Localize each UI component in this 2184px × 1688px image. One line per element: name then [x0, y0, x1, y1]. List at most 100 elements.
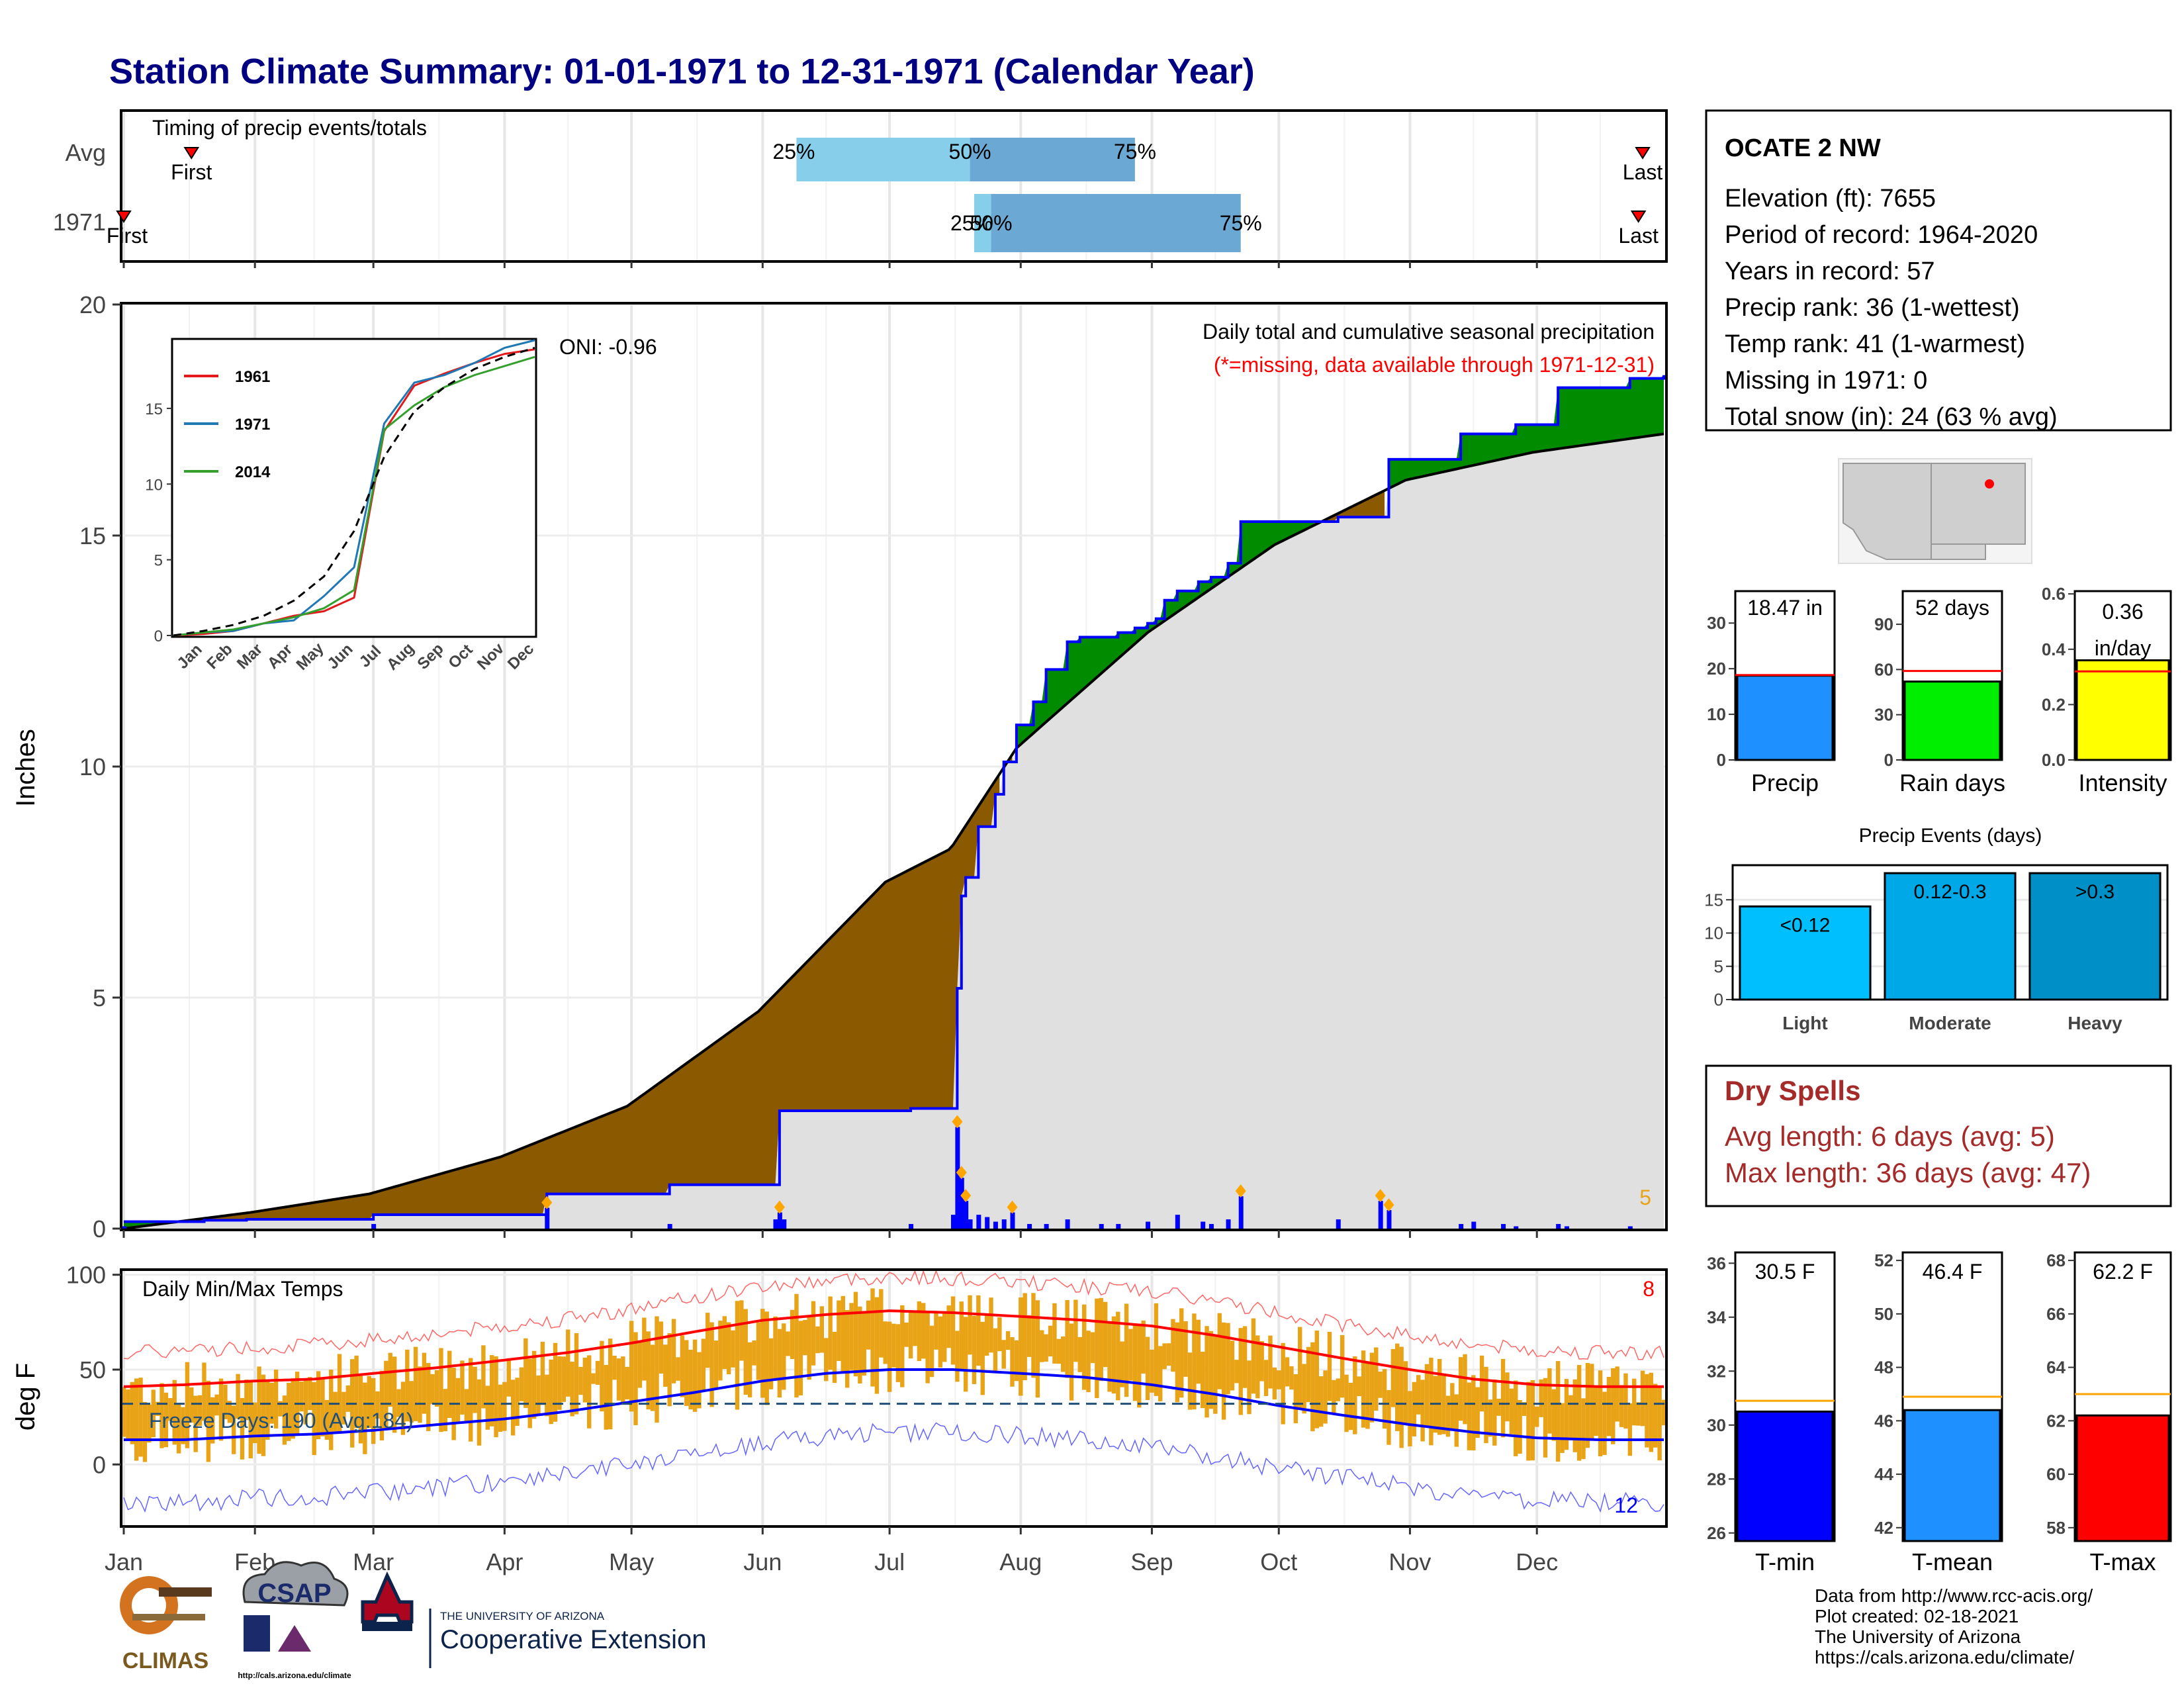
daily-temp-bar: [1103, 1301, 1108, 1368]
daily-temp-bar: [1403, 1361, 1408, 1424]
month-label-oct: Oct: [1260, 1548, 1297, 1575]
daily-temp-bar: [515, 1378, 520, 1427]
event-category-label: Light: [1782, 1013, 1827, 1033]
daily-temp-bar: [1095, 1298, 1099, 1399]
daily-temp-bar: [392, 1356, 397, 1433]
daily-temp-bar: [616, 1358, 621, 1401]
daily-temp-bar: [1065, 1299, 1069, 1378]
daily-precip-bar: [1208, 1224, 1214, 1229]
daily-temp-bar: [803, 1320, 807, 1356]
month-label-jan: Jan: [105, 1548, 143, 1575]
daily-temp-bar: [722, 1316, 727, 1370]
y-tick-label: 20: [79, 291, 106, 318]
daily-temp-bar: [418, 1366, 422, 1423]
daily-temp-bar: [1019, 1297, 1023, 1396]
summary-value-unit: in/day: [2095, 636, 2151, 660]
daily-temp-bar: [549, 1359, 553, 1425]
daily-temp-bar: [777, 1329, 782, 1398]
daily-temp-bar: [794, 1293, 799, 1398]
daily-temp-bar: [798, 1321, 803, 1396]
daily-temp-bar: [1107, 1321, 1112, 1392]
daily-temp-bar: [1217, 1313, 1222, 1389]
daily-temp-bar: [718, 1321, 723, 1381]
daily-temp-bar: [1543, 1378, 1548, 1458]
daily-temp-bar: [752, 1340, 756, 1366]
daily-temp-bar: [676, 1357, 680, 1381]
y-tick-label: 0.4: [2042, 639, 2066, 659]
daily-temp-bar: [815, 1326, 820, 1354]
daily-temp-bar: [1445, 1395, 1451, 1437]
y-tick-label: 15: [79, 522, 106, 549]
daily-temp-bar: [1353, 1356, 1357, 1434]
daily-temp-bar: [570, 1362, 574, 1417]
daily-temp-bar: [1048, 1325, 1053, 1357]
legend-label-2014: 2014: [235, 463, 271, 481]
station-info-line: Period of record: 1964-2020: [1725, 221, 2038, 249]
heavy-precip-marker: [1007, 1200, 1018, 1214]
daily-temp-bar: [600, 1340, 604, 1412]
daily-temp-bar: [363, 1382, 367, 1454]
daily-temp-bar: [1318, 1376, 1324, 1427]
daily-temp-bar: [1277, 1370, 1281, 1389]
y-tick-label: 26: [1707, 1523, 1726, 1543]
y-tick-label: 66: [2046, 1304, 2066, 1324]
dry-spells-max: Max length: 36 days (avg: 47): [1725, 1157, 2091, 1188]
temp-bar-t-min: [1736, 1410, 1834, 1542]
daily-precip-bar: [1001, 1219, 1007, 1229]
heavy-precip-marker: [774, 1200, 785, 1214]
daily-temp-bar: [713, 1340, 719, 1390]
locator-map: [1838, 458, 2032, 564]
daily-temp-bar: [252, 1402, 257, 1444]
daily-temp-bar: [773, 1316, 778, 1379]
y-tick-label: 5: [1714, 957, 1723, 976]
daily-temp-bar: [371, 1378, 376, 1444]
event-bar-label: >0.3: [2075, 881, 2115, 903]
temp-value: 46.4 F: [1923, 1260, 1983, 1284]
daily-temp-bar: [278, 1401, 283, 1417]
daily-temp-bar: [1619, 1385, 1624, 1427]
daily-temp-bar: [367, 1376, 371, 1429]
daily-temp-bar: [667, 1333, 672, 1407]
heavy-precip-marker: [956, 1166, 967, 1180]
y-tick-label: 0: [1717, 750, 1726, 770]
timing-row-1971: 1971: [53, 209, 106, 236]
daily-temp-bar: [747, 1342, 752, 1397]
station-location-marker: [1985, 479, 1994, 489]
y-tick-label: 30: [1707, 613, 1726, 633]
timing-1971-p25: 25%: [950, 211, 993, 235]
daily-temp-bar: [434, 1370, 439, 1407]
daily-temp-bar: [1031, 1293, 1036, 1378]
daily-temp-bar: [498, 1384, 503, 1432]
daily-temp-bar: [1560, 1403, 1565, 1453]
daily-temp-bar: [1479, 1355, 1484, 1412]
daily-temp-bar: [494, 1356, 498, 1438]
daily-temp-bar: [214, 1394, 219, 1416]
daily-temp-bar: [1137, 1325, 1142, 1408]
credit-line: The University of Arizona: [1815, 1626, 2021, 1647]
daily-temp-bar: [455, 1378, 461, 1422]
daily-temp-bar: [1150, 1349, 1154, 1393]
daily-precip-bar: [1226, 1219, 1231, 1229]
daily-temp-bar: [316, 1371, 321, 1440]
daily-temp-bar: [531, 1350, 537, 1419]
daily-temp-bar: [1645, 1374, 1649, 1448]
timing-label: Timing of precip events/totals: [152, 116, 427, 140]
daily-temp-bar: [671, 1319, 676, 1383]
daily-temp-bar: [1526, 1382, 1531, 1461]
daily-temp-bar: [1576, 1365, 1582, 1461]
daily-temp-bar: [743, 1309, 748, 1395]
daily-temp-bar: [760, 1309, 765, 1398]
daily-temp-bar: [1450, 1383, 1455, 1429]
daily-temp-bar: [1268, 1335, 1273, 1389]
events-plot-frame: [1731, 864, 2169, 1001]
daily-temp-bar: [477, 1379, 482, 1446]
legend-label-1961: 1961: [235, 368, 270, 386]
daily-temp-bar: [1378, 1371, 1383, 1398]
daily-temp-bar: [1056, 1338, 1062, 1364]
station-info-line: Elevation (ft): 7655: [1725, 185, 1936, 212]
daily-temp-bar: [147, 1404, 152, 1443]
daily-temp-bar: [375, 1391, 380, 1419]
daily-temp-bar: [519, 1367, 524, 1401]
daily-temp-bar: [1162, 1343, 1167, 1370]
